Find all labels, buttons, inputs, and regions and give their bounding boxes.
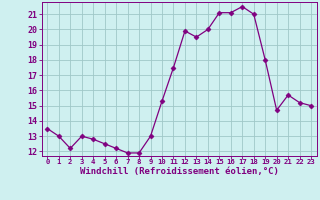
X-axis label: Windchill (Refroidissement éolien,°C): Windchill (Refroidissement éolien,°C) bbox=[80, 167, 279, 176]
